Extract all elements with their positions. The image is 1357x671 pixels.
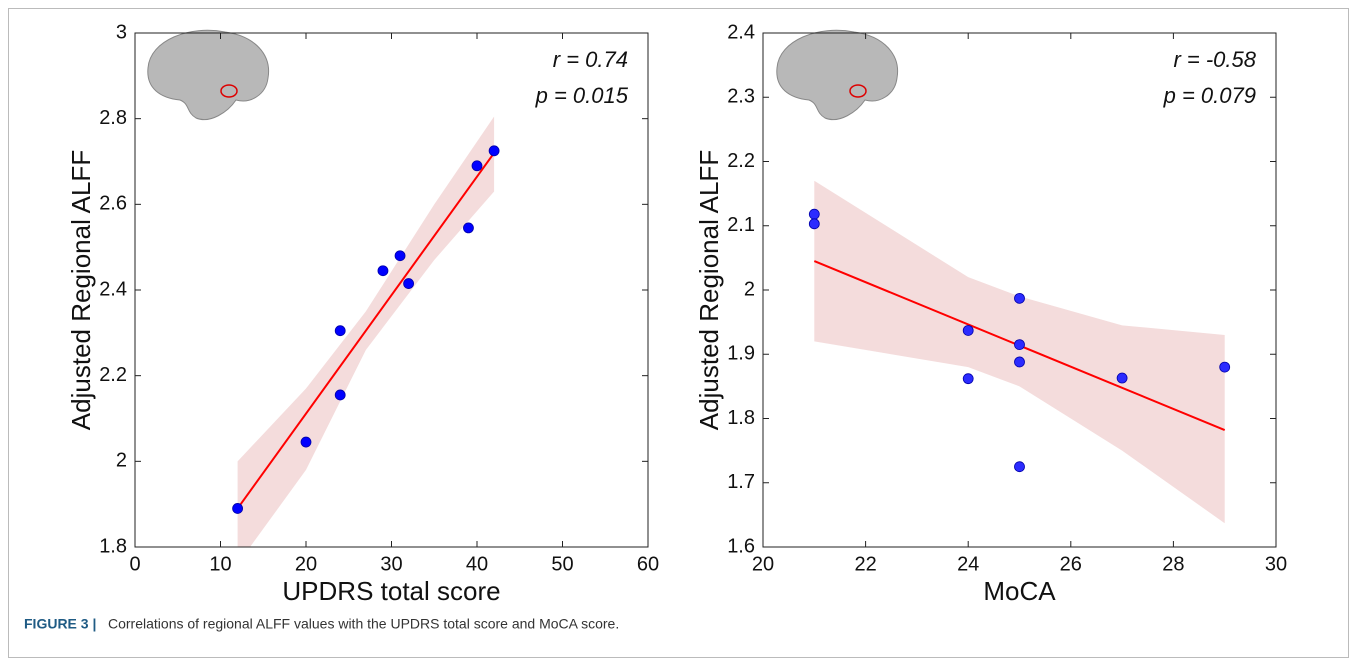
point (377, 265, 389, 277)
annotation: r = -0.58 (1173, 47, 1256, 72)
x-tick-label: 60 (637, 553, 659, 575)
point (1116, 372, 1128, 384)
point (1219, 361, 1231, 373)
fit-line (236, 152, 495, 510)
x-tick-label: 0 (129, 553, 140, 575)
point (808, 218, 820, 230)
y-tick-label: 2 (116, 450, 127, 472)
x-tick-label: 20 (752, 553, 774, 575)
point (334, 325, 346, 337)
point (1014, 339, 1025, 351)
x-tick-label: 40 (466, 553, 488, 575)
x-tick-label: 50 (551, 553, 573, 575)
x-tick-label: 28 (1162, 553, 1184, 575)
point (334, 389, 346, 401)
x-tick-label: 10 (209, 553, 231, 575)
caption-label: FIGURE 3 | (24, 616, 96, 632)
point (808, 208, 820, 220)
y-tick-label: 1.7 (727, 471, 755, 493)
brain-icon (147, 29, 270, 120)
y-tick-label: 1.9 (727, 343, 755, 365)
y-tick-label: 2.8 (99, 107, 127, 129)
y-tick-label: 1.6 (727, 535, 755, 557)
figure-border (8, 8, 1349, 658)
plot-area (236, 116, 495, 547)
y-tick-label: 2.2 (99, 364, 127, 386)
x-tick-label: 26 (1060, 553, 1082, 575)
caption-text: Correlations of regional ALFF values wit… (108, 616, 619, 632)
confidence-band (237, 116, 495, 547)
x-tick-label: 24 (957, 553, 979, 575)
point (300, 436, 312, 448)
point (232, 503, 244, 514)
point (394, 250, 406, 262)
x-axis-label: MoCA (983, 576, 1056, 606)
point (1014, 356, 1025, 368)
y-tick-label: 2.6 (99, 193, 127, 215)
x-tick-label: 30 (1265, 553, 1287, 575)
x-tick-label: 22 (854, 553, 876, 575)
point (962, 325, 974, 336)
y-axis-label: Adjusted Regional ALFF (694, 150, 724, 430)
point (962, 373, 974, 385)
y-tick-label: 1.8 (727, 407, 755, 429)
point (403, 278, 415, 289)
x-tick-label: 30 (380, 553, 402, 575)
x-axis-label: UPDRS total score (282, 576, 500, 606)
point (471, 160, 483, 172)
y-tick-label: 3 (116, 21, 127, 43)
point (1014, 461, 1025, 473)
y-axis-label: Adjusted Regional ALFF (66, 150, 96, 430)
brain-icon (776, 29, 899, 120)
y-tick-label: 2 (744, 278, 755, 300)
x-tick-label: 20 (295, 553, 317, 575)
y-tick-label: 1.8 (99, 535, 127, 557)
confidence-band (814, 180, 1225, 524)
y-tick-label: 2.4 (99, 278, 127, 300)
y-tick-label: 2.1 (727, 214, 755, 236)
point (463, 222, 474, 234)
annotation: p = 0.079 (1163, 83, 1256, 108)
point (488, 145, 500, 157)
y-tick-label: 2.3 (727, 86, 755, 108)
annotation: r = 0.74 (553, 47, 628, 72)
point (1014, 292, 1025, 304)
y-tick-label: 2.2 (727, 150, 755, 172)
annotation: p = 0.015 (535, 83, 629, 108)
y-tick-label: 2.4 (727, 21, 755, 43)
